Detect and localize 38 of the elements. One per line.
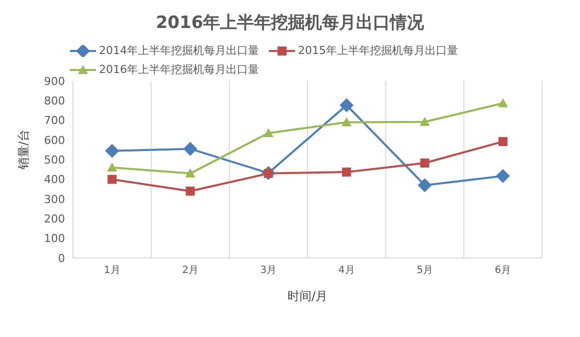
y-tick-label: 900 (44, 74, 65, 88)
point (342, 117, 352, 126)
legend-label: 2016年上半年挖掘机每月出口量 (99, 62, 259, 77)
y-tick-label: 200 (44, 212, 65, 226)
legend-label: 2014年上半年挖掘机每月出口量 (99, 43, 259, 58)
x-tick-label: 1月 (104, 265, 120, 276)
point (498, 137, 508, 146)
y-axis-title: 销量/台 (16, 129, 30, 170)
y-tick-label: 100 (44, 232, 65, 246)
point (107, 162, 118, 172)
point (105, 144, 120, 158)
point (420, 116, 430, 126)
point (420, 158, 430, 168)
point (263, 128, 274, 138)
point (498, 98, 508, 108)
y-tick-label: 0 (58, 252, 65, 265)
y-tick-label: 800 (44, 94, 65, 108)
y-tick-label: 600 (44, 134, 65, 147)
x-tick-label: 2月 (182, 265, 198, 276)
y-tick-label: 400 (44, 173, 65, 186)
point (418, 178, 432, 192)
x-tick-label: 6月 (494, 265, 512, 276)
x-tick-label: 5月 (416, 265, 433, 276)
point (186, 186, 195, 196)
point (108, 174, 117, 184)
y-tick-label: 300 (44, 192, 65, 206)
point (340, 98, 354, 112)
point (183, 142, 198, 156)
point (342, 168, 352, 177)
y-tick-label: 500 (44, 154, 65, 167)
point (496, 168, 510, 183)
x-tick-label: 3月 (260, 265, 277, 276)
y-tick-label: 700 (44, 114, 65, 128)
chart-title: 2016年上半年挖掘机每月出口情况 (154, 12, 426, 35)
x-tick-label: 4月 (338, 265, 355, 276)
point (185, 168, 196, 178)
x-axis-title: 时间/月 (287, 289, 328, 303)
legend-label: 2015年上半年挖掘机每月出口量 (298, 43, 458, 58)
